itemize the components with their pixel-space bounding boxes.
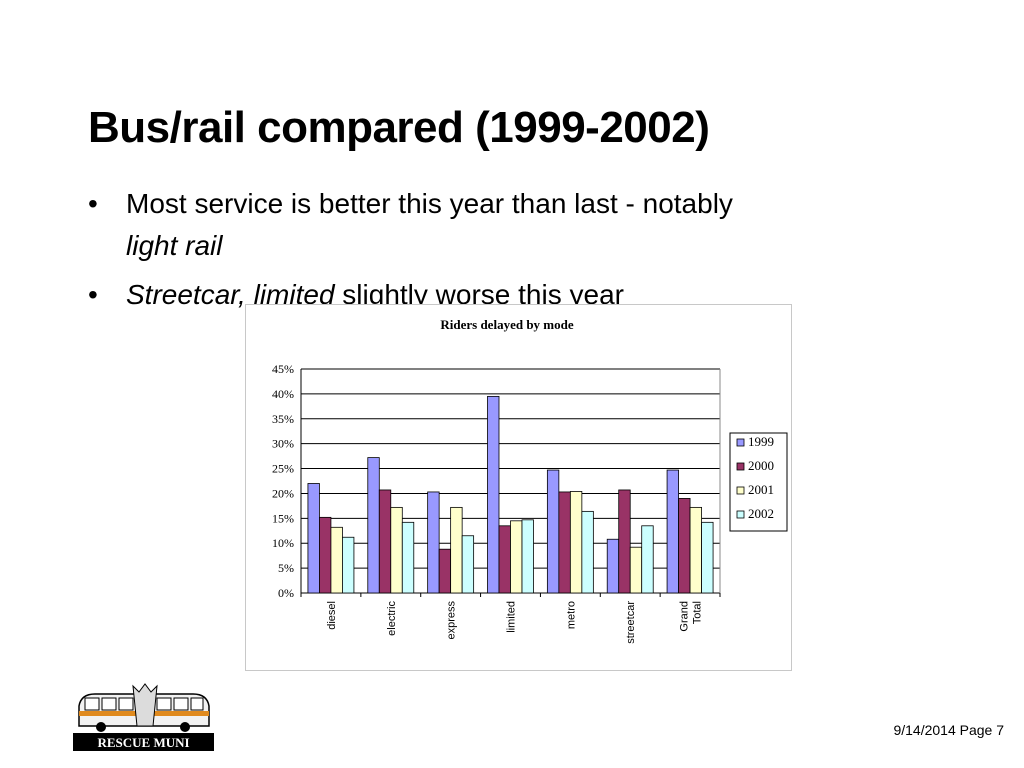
x-tick-label: electric (386, 601, 398, 636)
bar-2000-limited (498, 525, 511, 594)
x-tick-label: metro (565, 601, 577, 629)
x-tick-label: express (446, 601, 458, 640)
legend-swatch-2000 (736, 462, 745, 471)
bar-1999-metro (546, 469, 560, 594)
bar-2000-metro (558, 491, 571, 594)
y-tick-label: 15% (272, 511, 294, 525)
legend-swatch-1999 (736, 438, 745, 447)
y-tick-label: 30% (272, 437, 294, 451)
bar-2001-electric (390, 506, 403, 594)
logo-text: RESCUE MUNI (97, 735, 189, 750)
bar-2002-streetcar (641, 525, 654, 594)
bar-2001-grand-total (689, 506, 702, 594)
x-tick-label: Total (692, 601, 704, 624)
bar-2001-metro (569, 491, 583, 594)
bar-2002-express (461, 535, 475, 594)
bar-2001-express (450, 506, 463, 594)
bar-1999-electric (367, 457, 380, 594)
x-tick-label: Grand (679, 601, 691, 632)
legend-label-2001: 2001 (748, 482, 774, 497)
bar-1999-grand-total (666, 469, 679, 594)
y-tick-label: 5% (278, 561, 294, 575)
legend-label-1999: 1999 (748, 434, 774, 449)
bar-2002-limited (521, 519, 534, 594)
bar-2002-metro (581, 510, 594, 594)
chart-title: Riders delayed by mode (440, 317, 573, 332)
bar-2001-limited (510, 520, 523, 594)
bar-2000-grand-total (678, 498, 691, 594)
bar-1999-limited (487, 395, 500, 594)
rescue-muni-logo: RESCUE MUNI (73, 680, 214, 751)
bar-2001-diesel (330, 526, 343, 594)
bar-2002-grand-total (701, 521, 714, 594)
legend-label-2000: 2000 (748, 458, 774, 473)
y-tick-label: 10% (272, 536, 294, 550)
bullet-1-text: Most service is better this year than la… (126, 188, 733, 219)
y-tick-label: 25% (272, 462, 294, 476)
bar-2002-diesel (342, 536, 355, 594)
footer-date-page: 9/14/2014 Page 7 (893, 722, 1004, 738)
y-tick-label: 35% (272, 412, 294, 426)
bar-2000-express (438, 548, 452, 594)
x-tick-label: diesel (326, 601, 338, 630)
x-tick-label: streetcar (625, 601, 637, 644)
bar-chart: Riders delayed by mode 0% 5% 10% 15% 20% 25% 30… (272, 317, 788, 644)
bar-2000-streetcar (618, 489, 631, 594)
legend-label-2002: 2002 (748, 506, 774, 521)
y-tick-label: 20% (272, 486, 294, 500)
bar-1999-streetcar (606, 538, 620, 594)
bar-2000-diesel (319, 516, 332, 594)
slide-title: Bus/rail compared (1999-2002) (88, 103, 710, 152)
legend-swatch-2001 (736, 486, 745, 495)
y-tick-label: 40% (272, 387, 294, 401)
bar-1999-express (427, 491, 440, 594)
bullet-marker: • (88, 279, 98, 310)
bullet-marker: • (88, 188, 98, 219)
bar-1999-diesel (307, 483, 320, 594)
bar-2000-electric (378, 489, 392, 594)
legend-swatch-2002 (736, 510, 745, 519)
bar-2001-streetcar (629, 546, 643, 594)
bullet-1-italic: light rail (126, 230, 223, 261)
bar-2002-electric (401, 521, 415, 594)
y-tick-label: 45% (272, 362, 294, 376)
y-tick-label: 0% (278, 586, 294, 600)
chart-panel: Riders delayed by mode 0% 5% 10% 15% 20% 25% 30… (245, 304, 792, 671)
x-tick-label: limited (506, 601, 518, 633)
